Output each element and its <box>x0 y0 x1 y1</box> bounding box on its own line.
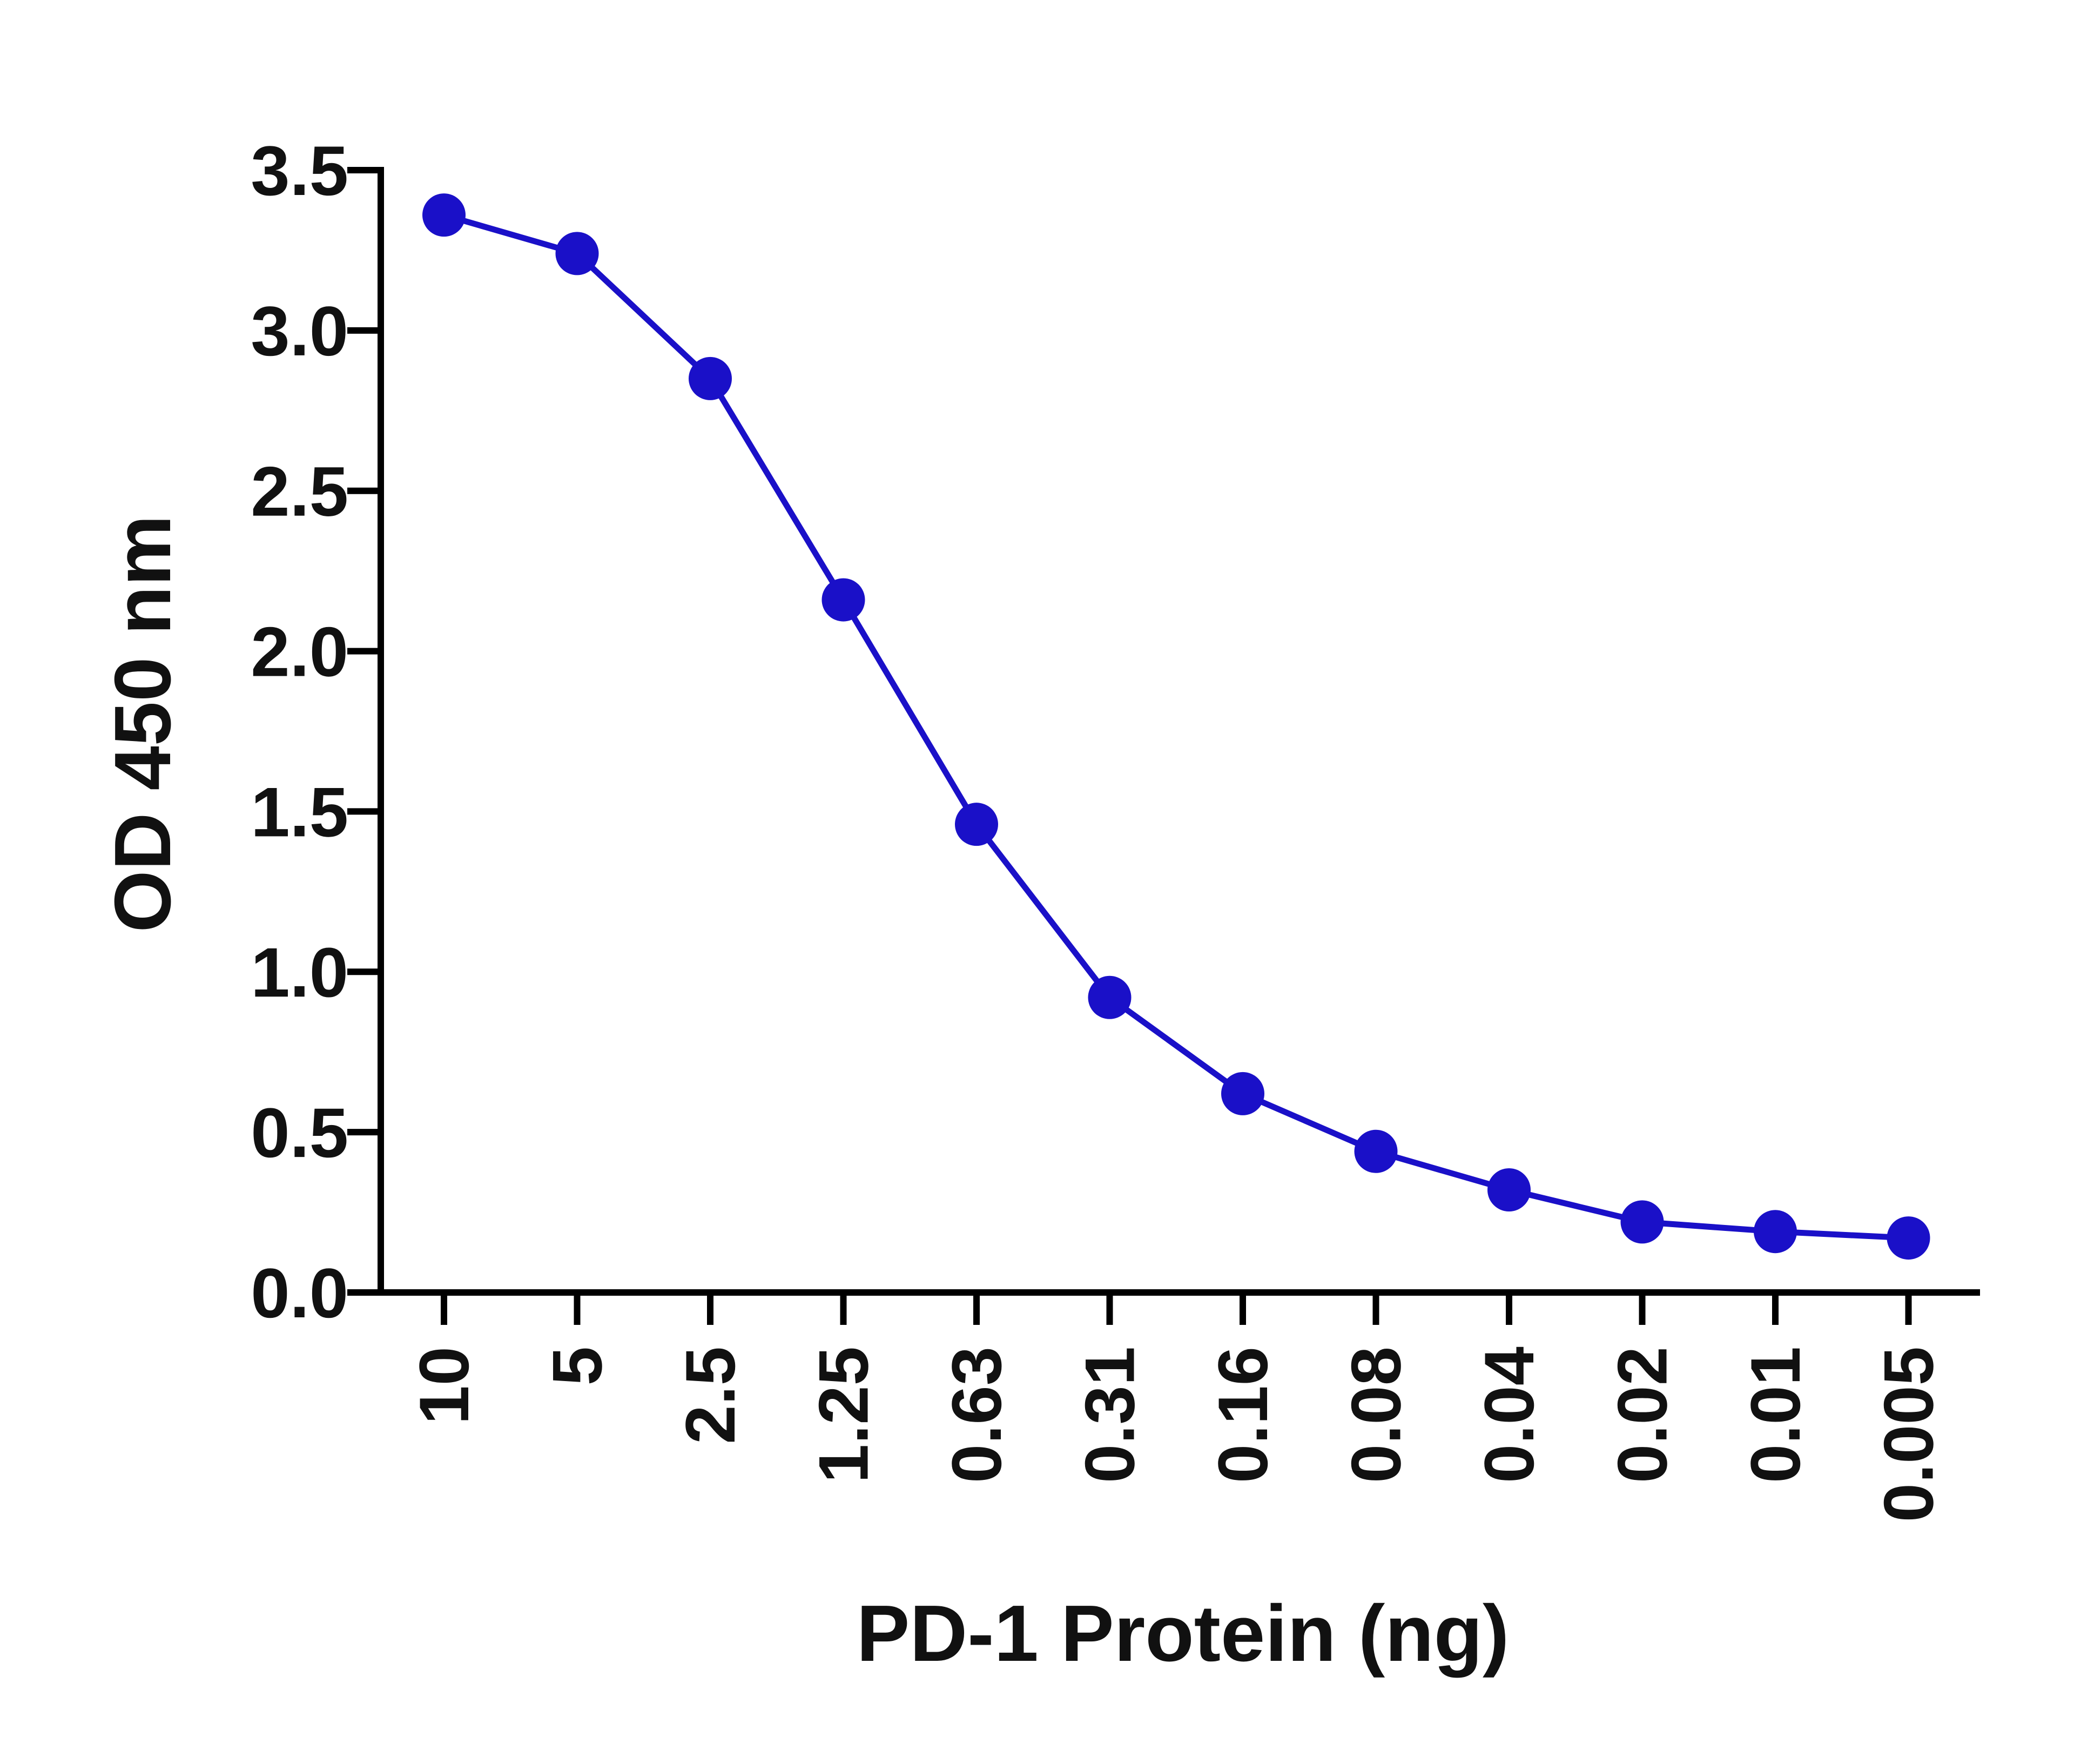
data-point <box>1354 1129 1398 1173</box>
data-point <box>821 578 865 622</box>
x-tick-label: 0.63 <box>937 1346 1016 1483</box>
data-point <box>555 232 599 275</box>
data-point <box>1754 1210 1797 1254</box>
y-tick-label: 0.5 <box>251 1093 348 1172</box>
data-point <box>1221 1072 1264 1115</box>
y-tick-label: 2.0 <box>251 612 348 691</box>
series-line <box>441 212 1911 1241</box>
x-tick-label: 2.5 <box>671 1346 750 1444</box>
data-point <box>1487 1168 1531 1212</box>
data-point <box>422 193 466 237</box>
y-axis: 0.0 0.5 1.0 1.5 2.0 2.5 3.0 3.5 <box>251 131 384 1332</box>
x-tick-label: 0.08 <box>1337 1346 1416 1483</box>
x-tick-label: 5 <box>538 1346 617 1385</box>
series-plot <box>422 193 1930 1260</box>
data-point <box>689 356 732 400</box>
data-point <box>1620 1200 1664 1244</box>
x-axis: 10 5 2.5 1.25 0.63 0.31 0.16 0.08 0.04 0.02 0.01 0.… <box>378 1289 1980 1522</box>
data-point <box>1088 975 1132 1019</box>
y-tick-label: 0.0 <box>251 1254 348 1332</box>
x-tick-label: 0.04 <box>1470 1346 1548 1483</box>
y-tick-label: 3.5 <box>251 131 348 210</box>
y-tick-label: 1.0 <box>251 933 348 1012</box>
x-tick-label: 0.16 <box>1203 1346 1282 1483</box>
y-tick-label: 2.5 <box>251 452 348 531</box>
data-point <box>1887 1216 1930 1260</box>
x-axis-title: PD-1 Protein (ng) <box>857 1589 1510 1678</box>
x-tick-label: 0.02 <box>1603 1346 1682 1483</box>
y-tick-label: 3.0 <box>251 292 348 371</box>
x-tick-label: 1.25 <box>804 1346 883 1483</box>
x-tick-label: 0.005 <box>1869 1346 1948 1522</box>
y-tick-label: 1.5 <box>251 772 348 851</box>
data-point <box>955 803 998 846</box>
y-axis-title: OD 450 nm <box>98 515 187 932</box>
x-tick-label: 0.01 <box>1736 1346 1815 1483</box>
x-tick-label: 0.31 <box>1070 1346 1149 1483</box>
x-tick-label: 10 <box>405 1346 483 1425</box>
